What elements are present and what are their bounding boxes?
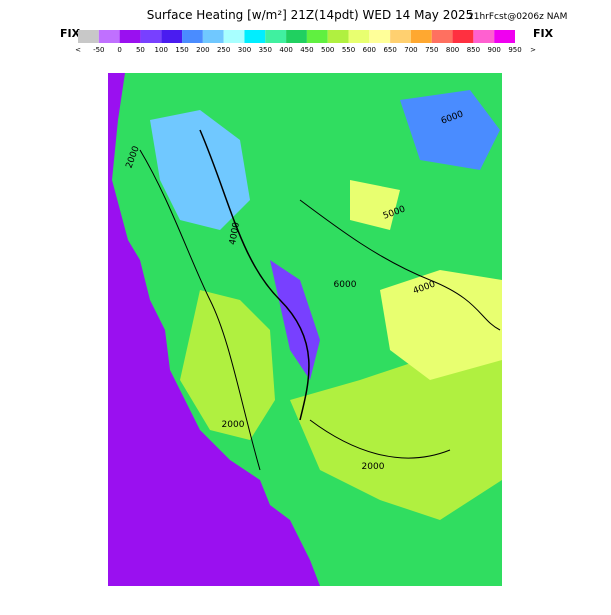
colorbar-swatch	[473, 30, 495, 43]
contour-label: 4000	[228, 221, 242, 246]
contour-label: 2000	[222, 420, 245, 430]
colorbar-swatch	[410, 30, 432, 43]
under-label: <	[75, 46, 81, 54]
contour-label: 6000	[334, 280, 357, 290]
contour-label: 2000	[362, 462, 385, 472]
colorbar-label: 150	[175, 46, 188, 54]
colorbar-swatch	[244, 30, 266, 43]
colorbar-label: 200	[196, 46, 209, 54]
colorbar-swatch	[306, 30, 328, 43]
ocean	[108, 73, 320, 586]
colorbar-swatch	[431, 30, 453, 43]
title: Surface Heating [w/m²] 21Z(14pdt) WED 14…	[147, 8, 474, 22]
colorbar-label: 50	[136, 46, 145, 54]
colorbar-label: 900	[488, 46, 501, 54]
colorbar-label: 350	[259, 46, 272, 54]
colorbar-label: 550	[342, 46, 355, 54]
colorbar-label: -50	[93, 46, 104, 54]
colorbar-swatch	[327, 30, 349, 43]
fix-right: FIX	[533, 27, 554, 40]
colorbar-swatch	[202, 30, 224, 43]
colorbar-swatch	[348, 30, 370, 43]
map	[108, 73, 502, 586]
colorbar-swatch	[265, 30, 287, 43]
colorbar-label: 450	[300, 46, 313, 54]
colorbar-label: 600	[363, 46, 376, 54]
colorbar-label: 0	[117, 46, 121, 54]
plateau	[380, 270, 502, 380]
colorbar-label: 400	[279, 46, 292, 54]
colorbar-swatch	[494, 30, 515, 43]
colorbar-label: 750	[425, 46, 438, 54]
contour	[309, 419, 451, 459]
colorbar-swatch	[223, 30, 245, 43]
colorbar-label: 250	[217, 46, 230, 54]
desert	[290, 360, 502, 520]
valley	[180, 290, 275, 440]
contour	[199, 129, 310, 421]
colorbar-swatch	[78, 30, 99, 43]
colorbar-swatch	[390, 30, 411, 43]
colorbar-label: 950	[508, 46, 521, 54]
colorbar-label: 650	[383, 46, 396, 54]
colorbar-label: 700	[404, 46, 417, 54]
colorbar-label: 100	[155, 46, 168, 54]
colorbar-swatch	[452, 30, 474, 43]
colorbar-swatch	[286, 30, 307, 43]
colorbar-swatch	[182, 30, 203, 43]
colorbar-swatch	[161, 30, 183, 43]
contour	[139, 149, 261, 471]
colorbar-label: 300	[238, 46, 251, 54]
contour	[299, 199, 501, 331]
north-cool	[150, 110, 250, 230]
over-label: >	[530, 46, 536, 54]
colorbar-label: 500	[321, 46, 334, 54]
basin	[350, 180, 400, 230]
ne-cool	[400, 90, 500, 170]
fix-left: FIX	[60, 27, 81, 40]
subtitle: 21hrFcst@0206z NAM	[468, 12, 567, 22]
colorbar-swatch	[98, 30, 120, 43]
colorbar-swatch	[140, 30, 162, 43]
colorbar-swatch	[369, 30, 391, 43]
colorbar-label: 800	[446, 46, 459, 54]
colorbar-swatch	[119, 30, 141, 43]
colorbar-label: 850	[467, 46, 480, 54]
